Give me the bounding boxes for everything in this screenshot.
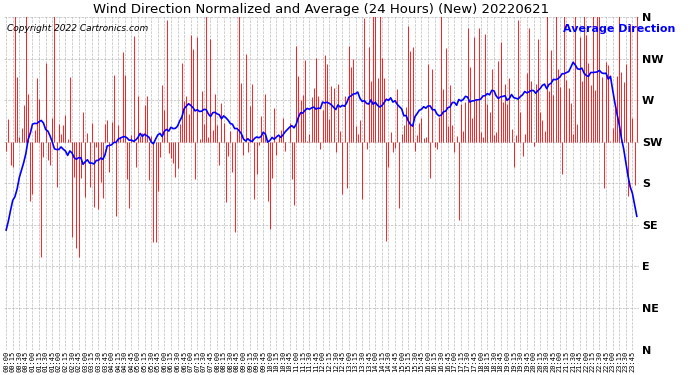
Title: Wind Direction Normalized and Average (24 Hours) (New) 20220621: Wind Direction Normalized and Average (2… bbox=[93, 3, 549, 16]
Text: Copyright 2022 Cartronics.com: Copyright 2022 Cartronics.com bbox=[7, 24, 148, 33]
Text: Average Direction: Average Direction bbox=[563, 24, 676, 34]
